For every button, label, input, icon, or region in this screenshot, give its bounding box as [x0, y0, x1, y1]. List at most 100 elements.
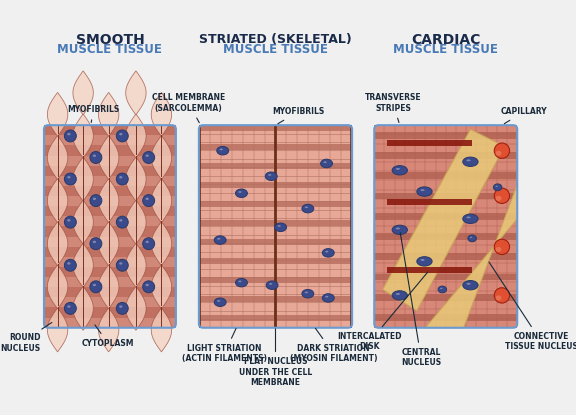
Polygon shape — [98, 93, 119, 137]
Bar — [374, 186, 517, 193]
Ellipse shape — [323, 249, 334, 257]
Bar — [44, 216, 176, 227]
Polygon shape — [47, 93, 68, 137]
Ellipse shape — [143, 238, 154, 250]
Bar — [44, 165, 176, 176]
Text: ROUND
NUCLEUS: ROUND NUCLEUS — [1, 322, 52, 353]
Polygon shape — [47, 178, 68, 222]
Polygon shape — [126, 71, 146, 115]
Bar — [44, 317, 176, 328]
Ellipse shape — [467, 283, 471, 285]
Ellipse shape — [494, 184, 502, 191]
Bar — [374, 125, 517, 328]
Ellipse shape — [278, 225, 281, 227]
Polygon shape — [73, 243, 93, 287]
Ellipse shape — [324, 161, 327, 163]
Bar — [199, 169, 352, 176]
Ellipse shape — [119, 219, 123, 222]
Bar — [374, 253, 517, 260]
Bar — [44, 307, 176, 317]
Ellipse shape — [463, 281, 478, 290]
Text: TRANSVERSE
STRIPES: TRANSVERSE STRIPES — [365, 93, 421, 122]
Bar — [374, 166, 517, 173]
Ellipse shape — [302, 204, 314, 213]
Bar — [199, 264, 352, 271]
Bar — [374, 220, 517, 227]
Ellipse shape — [116, 259, 128, 271]
Ellipse shape — [494, 239, 510, 254]
Polygon shape — [151, 308, 172, 352]
Bar — [199, 131, 352, 138]
Polygon shape — [47, 222, 68, 266]
Ellipse shape — [116, 130, 128, 142]
Bar — [374, 152, 517, 159]
Bar — [387, 199, 472, 205]
Bar — [374, 139, 517, 145]
Ellipse shape — [325, 251, 328, 252]
Bar — [44, 125, 176, 135]
Polygon shape — [73, 114, 93, 158]
Bar — [199, 308, 352, 315]
Ellipse shape — [217, 238, 220, 239]
Bar — [374, 240, 517, 247]
Ellipse shape — [494, 288, 510, 303]
Bar — [199, 195, 352, 201]
Ellipse shape — [420, 259, 425, 261]
Bar — [199, 302, 352, 309]
Ellipse shape — [268, 174, 271, 176]
Ellipse shape — [214, 236, 226, 244]
Bar — [199, 201, 352, 208]
Bar — [374, 247, 517, 254]
Bar — [199, 239, 352, 245]
Text: MUSCLE TISSUE: MUSCLE TISSUE — [58, 43, 162, 56]
Ellipse shape — [392, 166, 407, 175]
Bar — [199, 125, 352, 132]
Text: CONNECTIVE
TISSUE NUCLEUS: CONNECTIVE TISSUE NUCLEUS — [489, 262, 576, 351]
Bar — [199, 176, 352, 182]
Ellipse shape — [65, 303, 76, 314]
Polygon shape — [151, 222, 172, 266]
Ellipse shape — [116, 216, 128, 228]
Bar — [374, 132, 517, 139]
Ellipse shape — [65, 216, 76, 228]
Bar — [374, 233, 517, 240]
Polygon shape — [151, 136, 172, 179]
Text: STRIATED (SKELETAL): STRIATED (SKELETAL) — [199, 33, 352, 46]
Bar — [199, 245, 352, 252]
Ellipse shape — [323, 294, 334, 302]
Text: MUSCLE TISSUE: MUSCLE TISSUE — [223, 43, 328, 56]
Polygon shape — [47, 265, 68, 309]
Ellipse shape — [269, 283, 272, 285]
Polygon shape — [126, 200, 146, 244]
Bar — [199, 125, 352, 328]
Bar — [199, 296, 352, 303]
Bar — [44, 176, 176, 186]
Ellipse shape — [440, 288, 442, 289]
Ellipse shape — [116, 173, 128, 185]
Bar — [199, 188, 352, 195]
Polygon shape — [98, 178, 119, 222]
Ellipse shape — [119, 262, 123, 265]
Bar — [44, 125, 176, 328]
Ellipse shape — [90, 238, 102, 250]
Ellipse shape — [93, 198, 96, 200]
Polygon shape — [73, 200, 93, 244]
Text: FLAT NUCLEUS
UNDER THE CELL
MEMBRANE: FLAT NUCLEUS UNDER THE CELL MEMBRANE — [239, 329, 312, 387]
Ellipse shape — [217, 300, 220, 302]
Ellipse shape — [65, 130, 76, 142]
Ellipse shape — [275, 223, 287, 232]
Ellipse shape — [146, 241, 149, 243]
Ellipse shape — [93, 284, 96, 286]
Text: MUSCLE TISSUE: MUSCLE TISSUE — [393, 43, 498, 56]
Ellipse shape — [90, 151, 102, 164]
Ellipse shape — [325, 296, 328, 298]
Polygon shape — [151, 178, 172, 222]
Bar — [374, 314, 517, 321]
Ellipse shape — [146, 284, 149, 286]
Polygon shape — [73, 157, 93, 201]
Polygon shape — [151, 93, 172, 137]
Bar — [199, 258, 352, 264]
Bar — [374, 287, 517, 294]
Bar — [387, 139, 472, 146]
Ellipse shape — [146, 154, 149, 157]
